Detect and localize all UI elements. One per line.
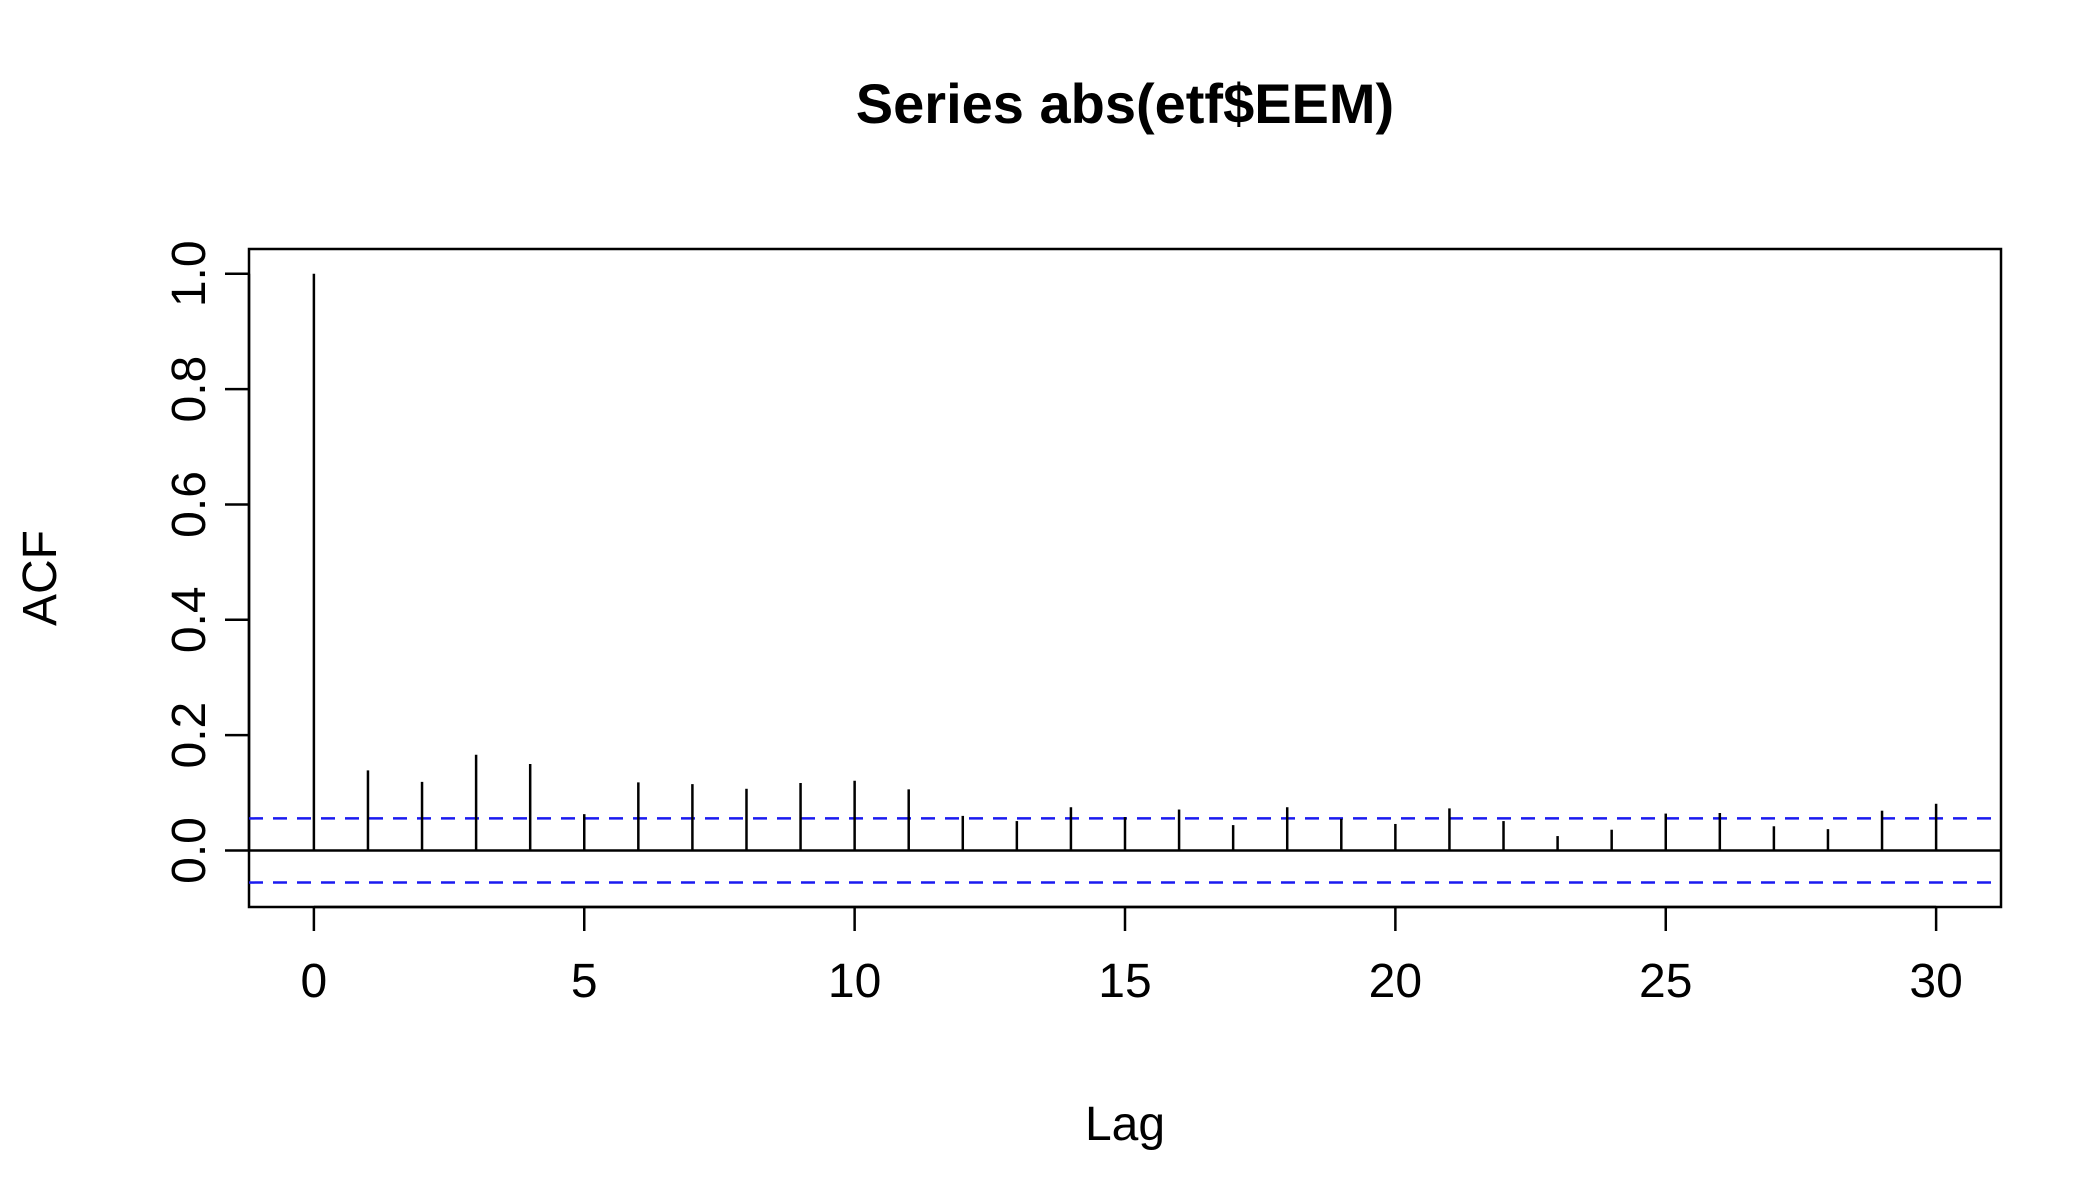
y-tick-label: 0.4 <box>163 586 216 653</box>
plot-frame <box>247 247 2003 909</box>
x-axis-label: Lag <box>1085 1098 1165 1151</box>
x-tick-label: 15 <box>1098 955 1151 1008</box>
y-tick-label: 0.2 <box>163 702 216 769</box>
x-tick-label: 25 <box>1639 955 1692 1008</box>
x-tick-label: 10 <box>828 955 881 1008</box>
acf-bars <box>312 273 1938 851</box>
x-tick-label: 0 <box>301 955 328 1008</box>
x-tick-label: 30 <box>1909 955 1962 1008</box>
y-axis: 0.0 0.2 0.4 0.6 0.8 1.0 <box>163 240 251 884</box>
x-tick-label: 20 <box>1369 955 1422 1008</box>
y-tick-label: 1.0 <box>163 240 216 307</box>
x-axis: 0 5 10 15 20 25 30 <box>301 905 1963 1008</box>
y-tick-label: 0.0 <box>163 817 216 884</box>
x-tick-label: 5 <box>571 955 598 1008</box>
y-tick-label: 0.6 <box>163 471 216 538</box>
y-tick-label: 0.8 <box>163 356 216 423</box>
y-axis-label: ACF <box>14 530 67 626</box>
chart-title: Series abs(etf$EEM) <box>856 72 1394 135</box>
